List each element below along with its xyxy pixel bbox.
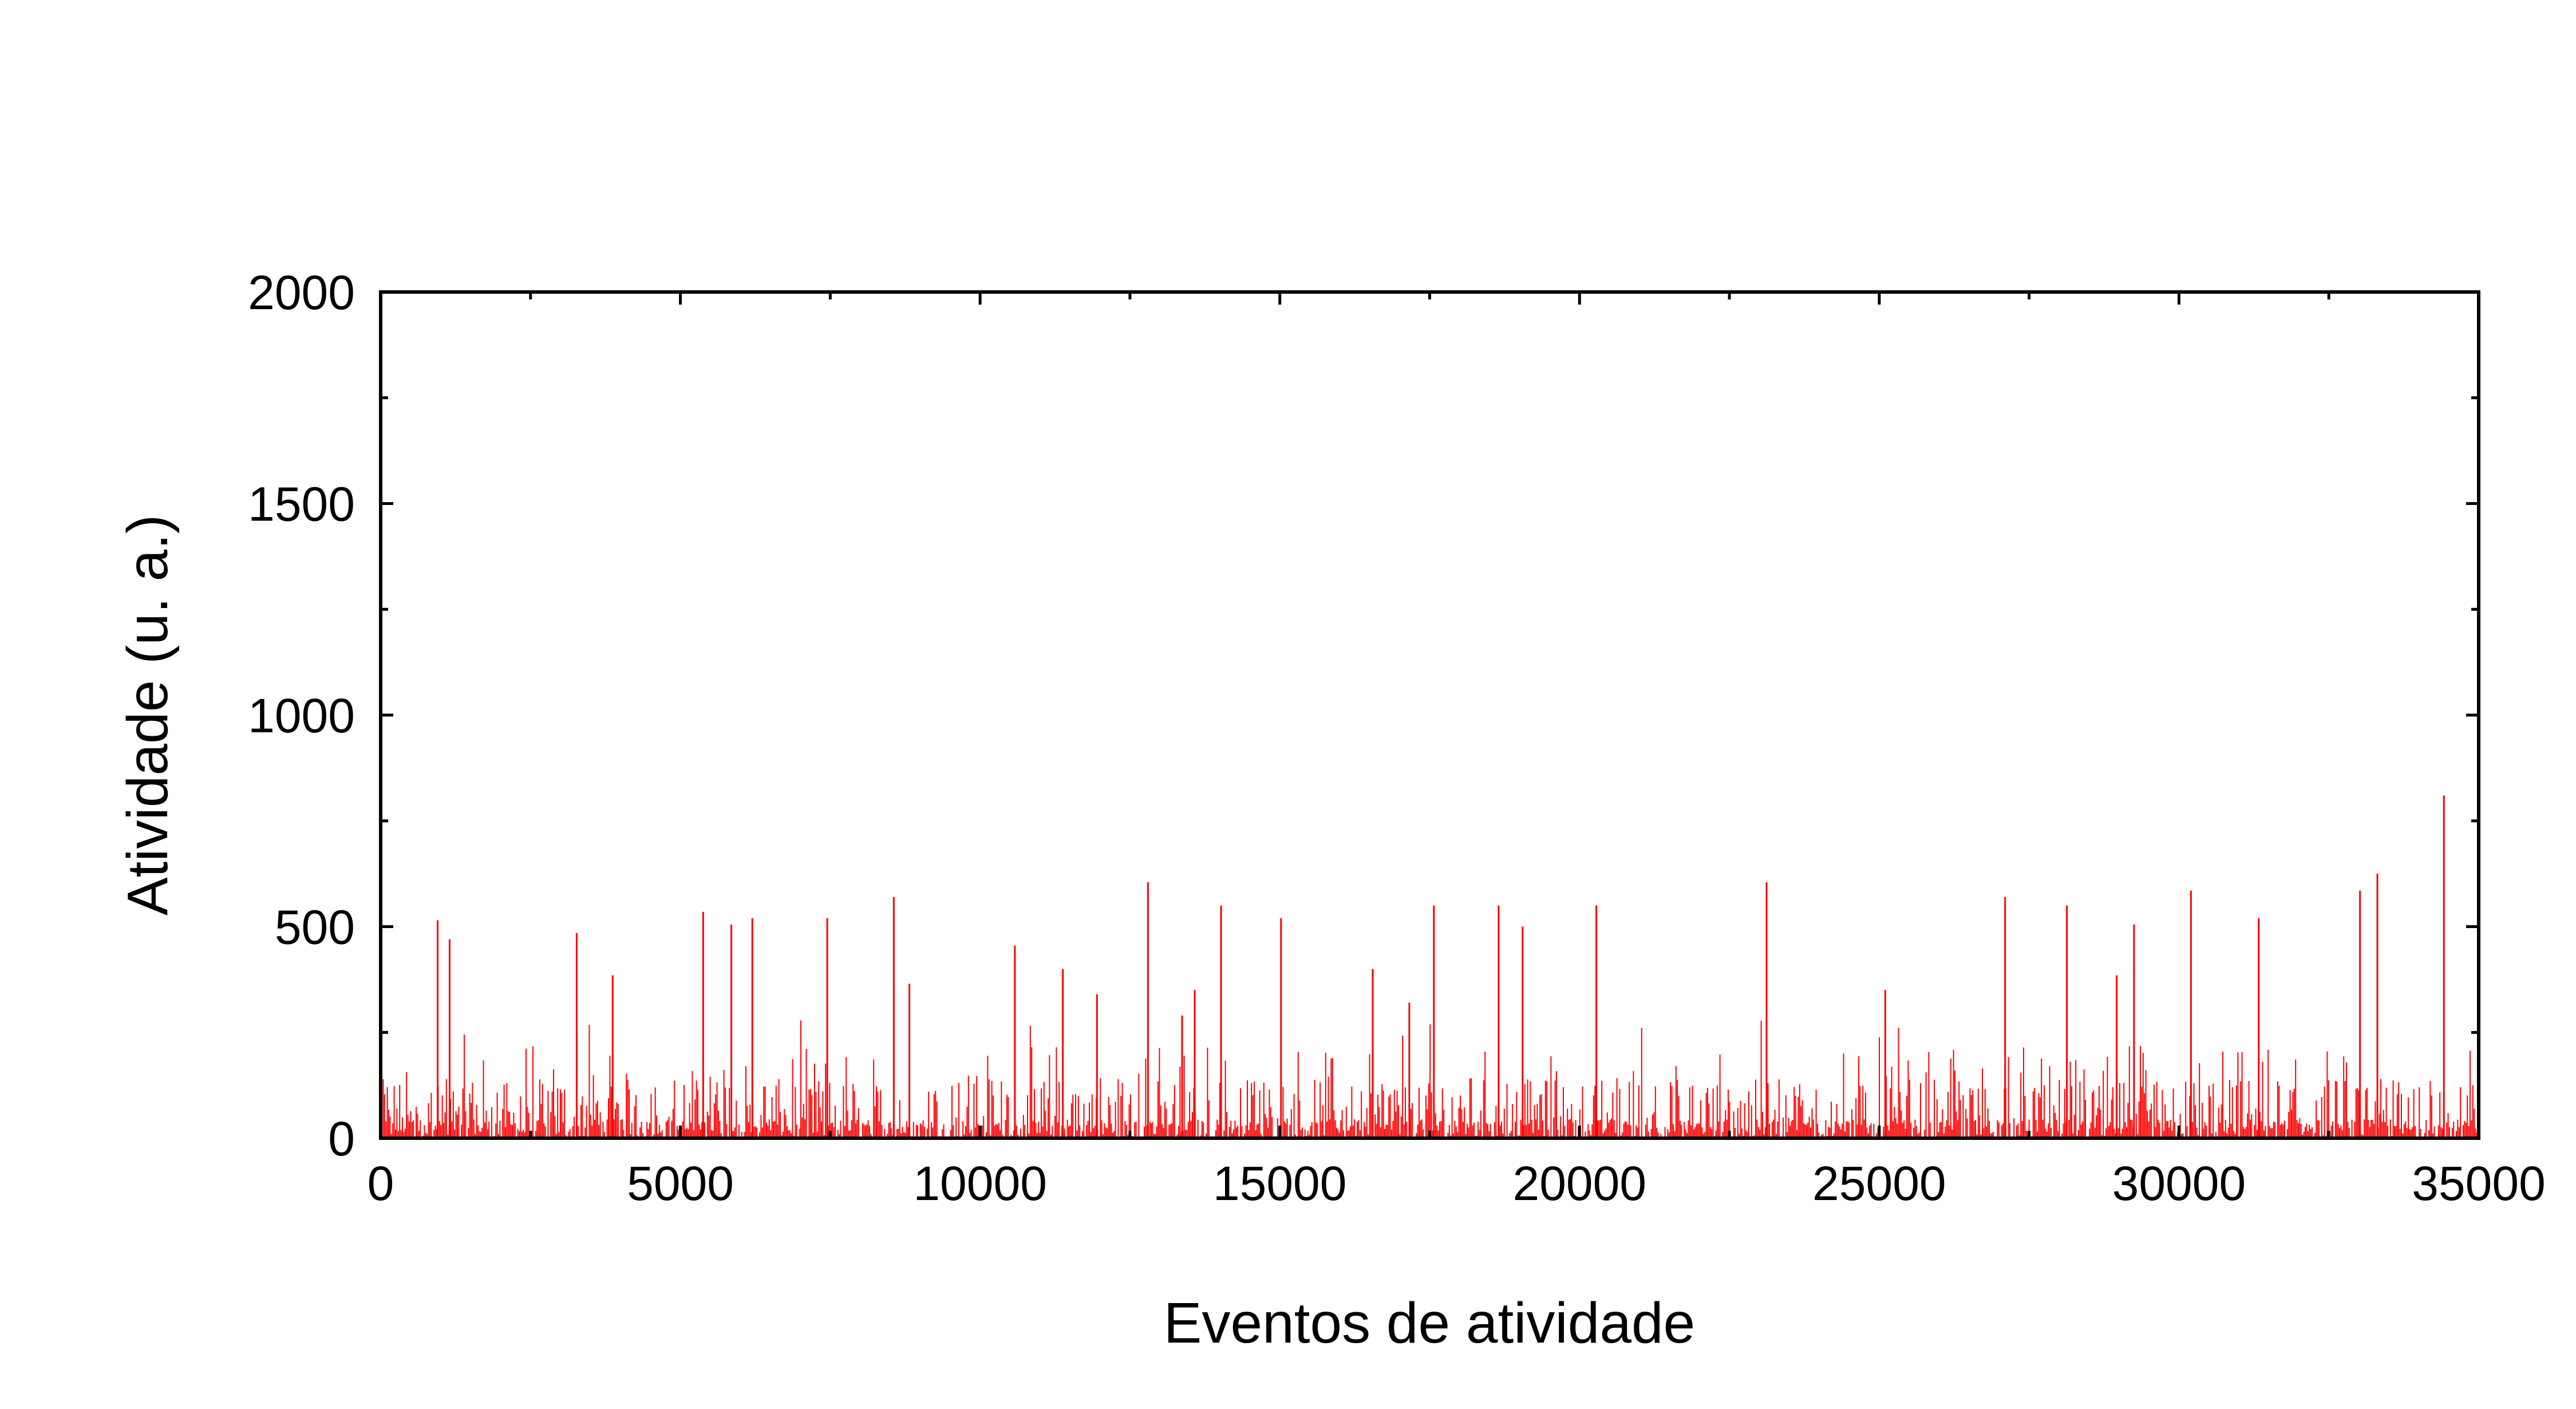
x-axis-title: Eventos de atividade: [1164, 1291, 1695, 1355]
noise-spikes: [381, 1020, 2478, 1138]
y-axis-title: Atividade (u. a.): [116, 515, 180, 915]
x-tick-label: 25000: [1812, 1157, 1946, 1210]
x-tick-label: 5000: [627, 1157, 734, 1210]
x-tick-label: 0: [368, 1157, 394, 1210]
axis-ticks: [379, 290, 2480, 1140]
y-tick-label: 500: [275, 901, 355, 954]
x-axis-tick-labels: 0 5000 10000 15000 20000 25000 30000 35000: [368, 1157, 2546, 1210]
x-tick-label: 20000: [1512, 1157, 1646, 1210]
y-tick-label: 1000: [248, 689, 355, 743]
x-tick-label: 35000: [2412, 1157, 2546, 1210]
y-tick-label: 0: [328, 1112, 355, 1166]
background-activity-spikes: [381, 1020, 2478, 1138]
y-axis-tick-labels: 0 500 1000 1500 2000: [248, 266, 355, 1166]
y-tick-label: 2000: [248, 266, 355, 319]
data-bars: [436, 795, 2445, 1138]
plot-frame: [379, 290, 2480, 1140]
y-tick-label: 1500: [248, 477, 355, 531]
plot-area: [381, 795, 2478, 1138]
x-tick-label: 10000: [913, 1157, 1047, 1210]
x-tick-label: 15000: [1213, 1157, 1347, 1210]
x-tick-label: 30000: [2112, 1157, 2246, 1210]
